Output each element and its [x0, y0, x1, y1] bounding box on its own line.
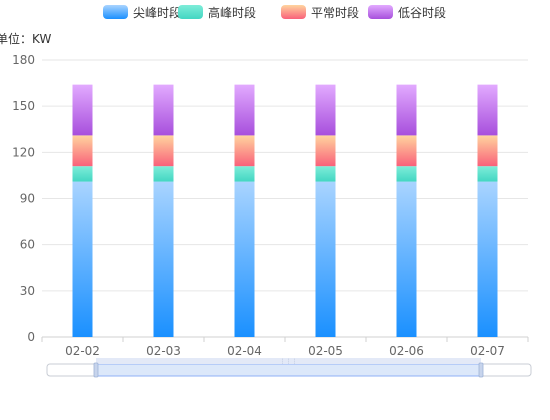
y-tick-label: 60 [20, 238, 35, 252]
bar-segment[interactable] [477, 84, 498, 136]
bar-segment[interactable] [234, 166, 255, 182]
x-tick-label: 02-04 [227, 344, 262, 358]
bars [72, 84, 498, 337]
bar-segment[interactable] [72, 166, 93, 182]
bar-segment[interactable] [72, 135, 93, 167]
grip-icon: ⋮⋮⋮ [280, 358, 298, 365]
bar-segment[interactable] [315, 181, 336, 337]
bar-segment[interactable] [153, 166, 174, 182]
x-tick-label: 02-06 [389, 344, 424, 358]
legend-item[interactable]: 尖峰时段 [103, 5, 181, 20]
unit-label: 单位：KW [0, 31, 51, 46]
legend-label: 平常时段 [311, 5, 359, 20]
bar-segment[interactable] [153, 181, 174, 337]
bar-segment[interactable] [72, 84, 93, 136]
x-axis: 02-02 02-03 02-04 02-05 02-06 02-07 [41, 337, 529, 358]
legend-label: 尖峰时段 [133, 5, 181, 20]
legend-item[interactable]: 低谷时段 [368, 5, 446, 20]
legend[interactable]: 尖峰时段 高峰时段 平常时段 低谷时段 [103, 5, 446, 20]
gridlines [42, 59, 528, 338]
bar-segment[interactable] [315, 135, 336, 167]
y-tick-label: 0 [27, 330, 35, 344]
legend-swatch [281, 5, 306, 19]
legend-label: 高峰时段 [208, 5, 256, 20]
bar-segment[interactable] [396, 166, 417, 182]
bar-segment[interactable] [153, 84, 174, 136]
x-tick-label: 02-07 [470, 344, 505, 358]
bar-segment[interactable] [72, 181, 93, 337]
y-tick-label: 90 [20, 192, 35, 206]
y-tick-label: 120 [12, 145, 35, 159]
x-tick-label: 02-03 [146, 344, 181, 358]
bar-segment[interactable] [153, 135, 174, 167]
datazoom-handle[interactable] [478, 362, 484, 378]
bar-segment[interactable] [477, 135, 498, 167]
legend-item[interactable]: 平常时段 [281, 5, 359, 20]
bar-segment[interactable] [234, 181, 255, 337]
datazoom-move-bar[interactable] [96, 358, 481, 364]
bar-segment[interactable] [477, 166, 498, 182]
legend-item[interactable]: 高峰时段 [178, 5, 256, 20]
bar-segment[interactable] [315, 166, 336, 182]
legend-swatch [368, 5, 393, 19]
y-axis: 0 30 60 90 120 150 180 [12, 53, 35, 344]
bar-segment[interactable] [477, 181, 498, 337]
bar-segment[interactable] [234, 135, 255, 167]
bar-segment[interactable] [315, 84, 336, 136]
y-tick-label: 180 [12, 53, 35, 67]
bar-segment[interactable] [396, 135, 417, 167]
datazoom-slider[interactable]: ⋮⋮⋮ [46, 358, 532, 378]
x-tick-label: 02-05 [308, 344, 343, 358]
datazoom-handle[interactable] [93, 362, 99, 378]
bar-segment[interactable] [396, 84, 417, 136]
bar-segment[interactable] [234, 84, 255, 136]
datazoom-selection[interactable] [95, 363, 482, 377]
y-tick-label: 30 [20, 284, 35, 298]
x-tick-label: 02-02 [65, 344, 100, 358]
legend-swatch [178, 5, 203, 19]
bar-segment[interactable] [396, 181, 417, 337]
y-tick-label: 150 [12, 99, 35, 113]
legend-label: 低谷时段 [398, 5, 446, 20]
legend-swatch [103, 5, 128, 19]
